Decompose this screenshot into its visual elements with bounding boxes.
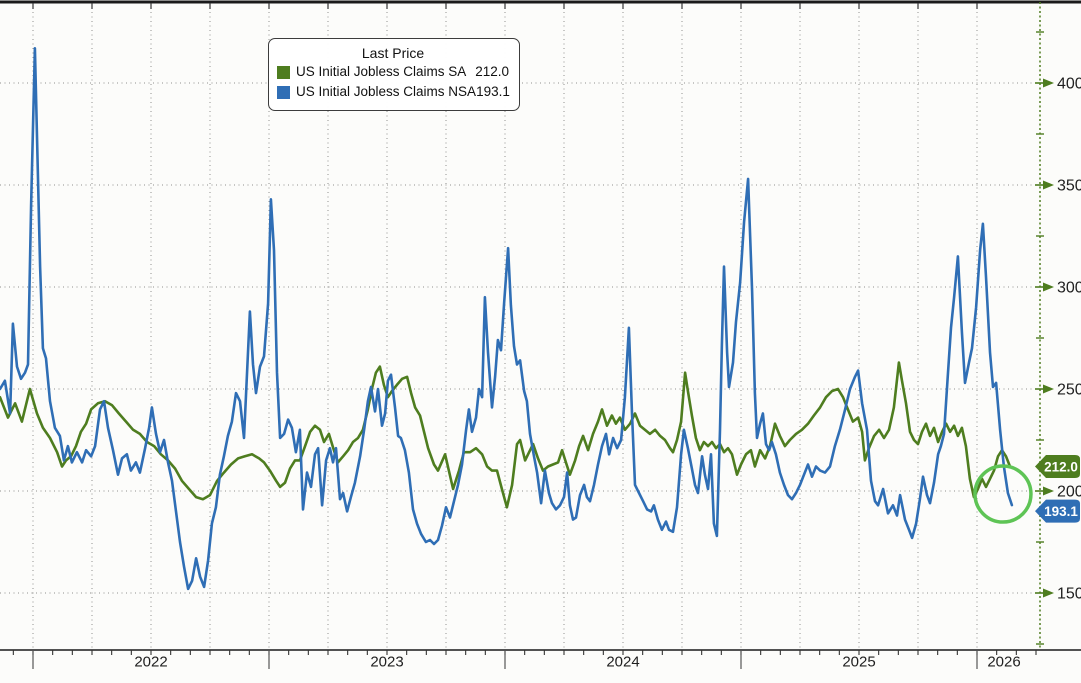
nsa-series-swatch-icon [277, 86, 290, 100]
sa-series-swatch-icon [277, 65, 290, 79]
highlight-circle-annotation [973, 464, 1033, 524]
y-axis-tick-label: 400 [1057, 76, 1081, 93]
x-axis: 2022 2023 2024 2025 2026 [12, 650, 1037, 671]
last-price-badge-sa [1035, 455, 1080, 479]
last-price-badge-nsa [1035, 499, 1080, 523]
legend-box: Last Price US Initial Jobless Claims SA … [268, 38, 520, 111]
y-axis-tick-label: 300 [1057, 280, 1081, 297]
y-tick-arrow-icon [1043, 486, 1054, 496]
nsa-claims-line [0, 46, 1014, 591]
last-price-badges: 212.0 193.1 [1035, 455, 1080, 523]
y-tick-arrow-icon [1043, 180, 1054, 190]
y-axis-tick-label: 150 [1057, 586, 1081, 603]
last-price-badge-text-nsa: 193.1 [1044, 504, 1078, 519]
y-tick-arrow-icon [1043, 282, 1054, 292]
series-lines [0, 46, 1014, 591]
y-tick-arrow-icon [1043, 78, 1054, 88]
x-axis-year-label: 2025 [842, 654, 875, 671]
legend-value-sa: 212.0 [475, 64, 509, 80]
y-axis: 150 200 250 300 350 400 [1035, 2, 1081, 650]
chart-frame [0, 0, 1081, 651]
legend-label-sa: US Initial Jobless Claims SA [296, 64, 467, 80]
legend-title: Last Price [361, 45, 425, 61]
y-axis-tick-label: 200 [1057, 484, 1081, 501]
x-axis-year-label: 2026 [987, 654, 1020, 671]
legend-row-nsa: US Initial Jobless Claims NSA 193.1 [277, 82, 510, 102]
y-tick-arrow-icon [1043, 588, 1054, 598]
y-axis-tick-label: 250 [1057, 382, 1081, 399]
x-axis-year-label: 2024 [606, 654, 639, 671]
y-axis-tick-label: 350 [1057, 178, 1081, 195]
legend-value-nsa: 193.1 [476, 84, 510, 100]
y-tick-arrow-icon [1043, 384, 1054, 394]
x-axis-year-label: 2023 [370, 654, 403, 671]
legend-label-nsa: US Initial Jobless Claims NSA [296, 84, 477, 100]
x-axis-year-label: 2022 [134, 654, 167, 671]
last-price-badge-text-sa: 212.0 [1044, 460, 1078, 475]
legend-row-sa: US Initial Jobless Claims SA 212.0 [277, 62, 509, 82]
